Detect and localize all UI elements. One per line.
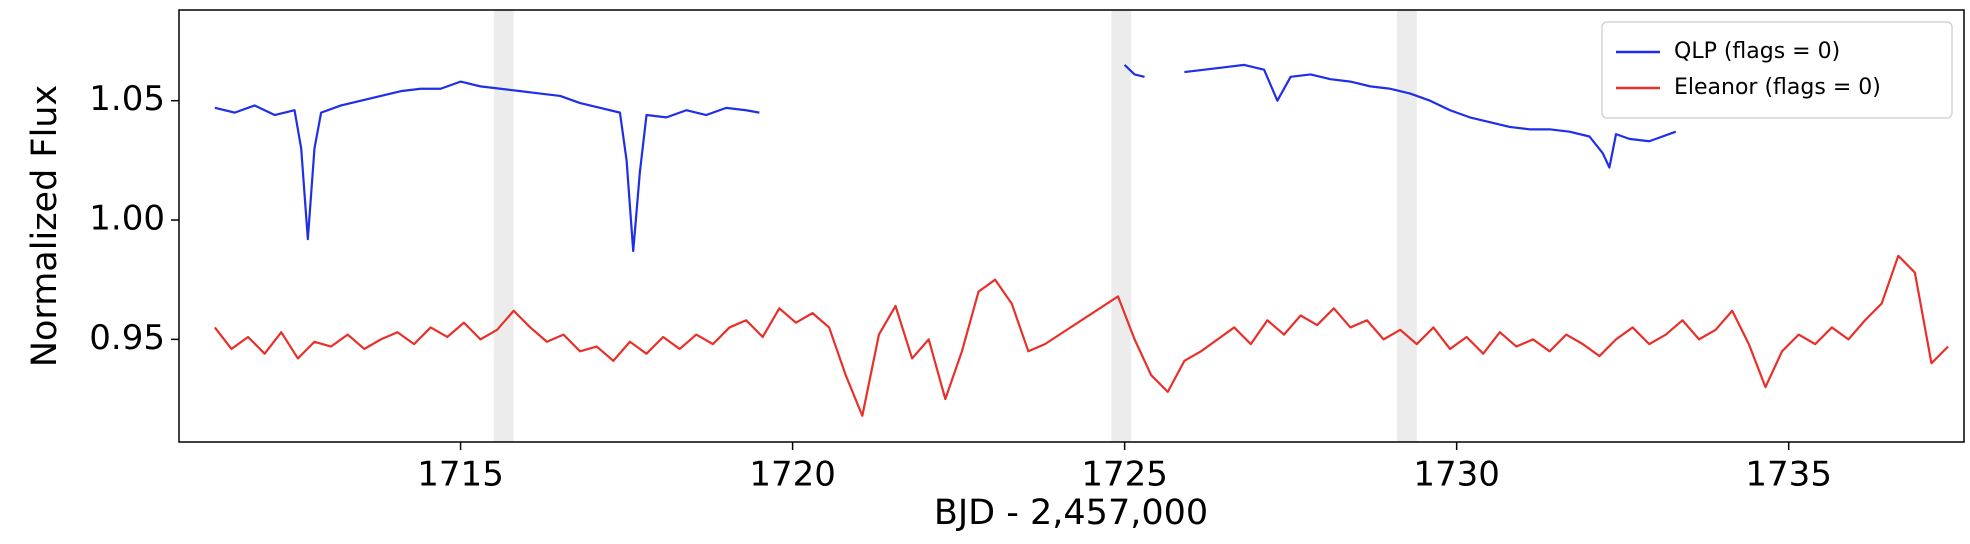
y-tick-label: 0.95 (89, 318, 165, 358)
x-tick-label: 1720 (749, 455, 836, 495)
x-axis-label: BJD - 2,457,000 (934, 493, 1208, 533)
x-tick-label: 1730 (1413, 455, 1500, 495)
shaded-region (1111, 10, 1132, 442)
x-tick-label: 1725 (1081, 455, 1168, 495)
shaded-region (493, 10, 514, 442)
shaded-region (1396, 10, 1417, 442)
data-line (213, 254, 1949, 417)
legend-label: Eleanor (flags = 0) (1674, 75, 1881, 100)
legend-label: QLP (flags = 0) (1674, 39, 1840, 64)
x-tick-label: 1735 (1745, 455, 1832, 495)
plot-frame (178, 9, 1965, 443)
y-tick-label: 1.00 (89, 199, 165, 239)
y-axis-label: Normalized Flux (25, 85, 65, 367)
legend-box (1601, 21, 1953, 119)
x-tick-label: 1715 (417, 455, 504, 495)
data-line (214, 63, 1677, 253)
y-tick-label: 1.05 (89, 79, 165, 119)
